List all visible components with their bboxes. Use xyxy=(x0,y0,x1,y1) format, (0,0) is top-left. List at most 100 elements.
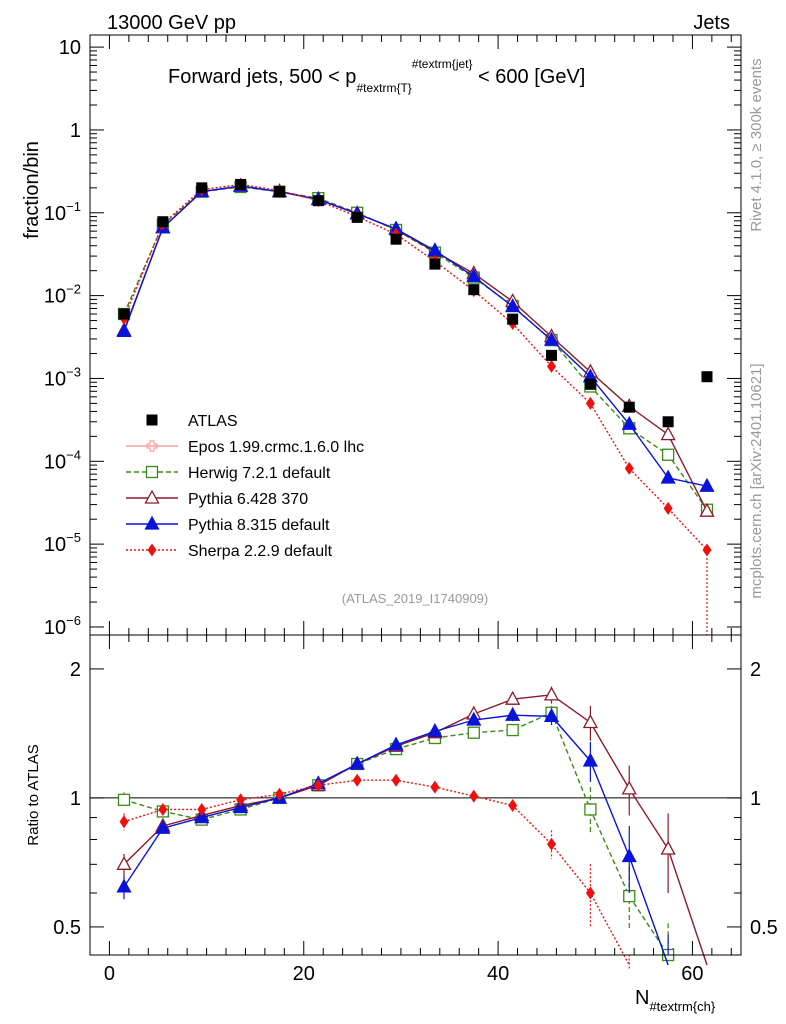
main-y-tick-label: 10−4 xyxy=(44,447,81,473)
main-y-tick-label: 1 xyxy=(70,120,81,142)
main-y-tick-label: 10−3 xyxy=(44,364,81,390)
legend-sherpa-label: Sherpa 2.2.9 default xyxy=(188,543,333,560)
series-herwig-point xyxy=(661,448,675,461)
series-pythia-point xyxy=(543,331,560,346)
main-y-tick-label-base: 10 xyxy=(44,203,66,225)
rivet-version-label: Rivet 4.1.0, ≥ 300k events xyxy=(748,58,765,231)
series-sherpa-line xyxy=(123,183,708,551)
ratio-series-sherpa-point xyxy=(274,787,284,801)
ratio-y-tick-label-right: 2 xyxy=(750,659,761,681)
y-axis-label-ratio: Ratio to ATLAS xyxy=(25,744,42,845)
ratio-series-herwig-point xyxy=(117,793,131,806)
ratio-series-sherpa-line xyxy=(123,779,630,966)
series-sherpa-point xyxy=(585,396,595,410)
series-pythia-point xyxy=(660,426,676,441)
legend-pythia-label: Pythia 8.315 default xyxy=(188,517,330,534)
series-atlas-point xyxy=(662,416,674,428)
x-axis-label: N#textrm{ch} xyxy=(635,987,716,1014)
analysis-watermark: (ATLAS_2019_I1740909) xyxy=(342,591,488,606)
legend-epos-marker xyxy=(146,440,158,452)
legend-herwig-marker xyxy=(145,465,159,479)
ratio-series-sherpa-point xyxy=(158,802,168,816)
ratio-plot-frame xyxy=(89,634,742,956)
series-atlas-point xyxy=(157,216,169,228)
x-axis-label-main: N xyxy=(635,987,649,1009)
series-sherpa-point xyxy=(547,359,557,373)
ratio-series-pythia-point xyxy=(349,755,365,770)
ratio-series-sherpa-point xyxy=(313,778,323,792)
x-tick-label: 40 xyxy=(487,963,509,985)
series-pythia-point xyxy=(116,323,132,338)
ratio-series-herwig-point xyxy=(506,723,519,737)
ratio-ticks: 2 2 1 1 0.5 0.5 0 20 40 60 xyxy=(53,635,778,985)
main-y-tick-label-base: 10 xyxy=(44,534,66,556)
ratio-series-pythia-point xyxy=(233,799,249,814)
series-pythia-point xyxy=(699,502,715,517)
y-axis-label-main: fraction/bin xyxy=(21,141,43,239)
legend-epos-label: Epos 1.99.crmc.1.6.0 lhc xyxy=(188,439,364,456)
main-y-tick-label-exponent: −3 xyxy=(66,364,81,379)
legend: ATLAS Epos 1.99.crmc.1.6.0 lhc Herwig 7.2.… xyxy=(126,413,364,560)
ratio-series-sherpa-point xyxy=(119,815,129,829)
legend-epos-marker-shape xyxy=(146,440,158,452)
series-atlas-point xyxy=(584,378,596,390)
main-y-tick-label-base: 10 xyxy=(44,617,66,639)
ratio-series-pythia-point xyxy=(543,686,560,701)
ratio-series-sherpa-point xyxy=(469,789,479,803)
series-pythia-point xyxy=(699,477,715,492)
ratio-series-pythia-line xyxy=(123,694,708,966)
series-atlas-point xyxy=(235,178,247,190)
ratio-y-tick-label-left: 1 xyxy=(70,788,81,810)
main-y-tick-label-exponent: −4 xyxy=(66,447,81,462)
ratio-series-pythia-point xyxy=(116,855,132,870)
main-y-tick-label-exponent: −2 xyxy=(66,282,81,297)
ratio-series-sherpa-point xyxy=(547,837,557,851)
main-y-tick-label-exponent: −6 xyxy=(66,613,81,628)
legend-sherpa-marker xyxy=(147,543,157,557)
chart-title-main: Forward jets, 500 < p xyxy=(168,66,356,88)
ratio-series-pythia-point xyxy=(505,690,521,705)
legend-atlas-label: ATLAS xyxy=(188,413,238,430)
series-atlas-point xyxy=(546,349,558,361)
ratio-series-pythia-point xyxy=(543,708,560,723)
process-label: Jets xyxy=(693,12,730,34)
ratio-series-pythia-point xyxy=(621,848,637,863)
main-y-tick-label-base: 10 xyxy=(44,451,66,473)
series-pythia-point xyxy=(505,298,521,313)
ratio-series-pythia-point xyxy=(427,723,443,738)
series-atlas-point xyxy=(468,284,480,296)
series-pythia-point xyxy=(466,268,482,283)
ratio-series-pythia-point xyxy=(466,711,482,726)
ratio-y-tick-label-left: 0.5 xyxy=(53,917,81,939)
ratio-series-pythia-point xyxy=(505,706,521,721)
series-sherpa-point xyxy=(663,501,673,515)
main-y-tick-label-exponent: −1 xyxy=(66,199,81,214)
main-y-tick-label-exponent: −5 xyxy=(66,530,81,545)
main-y-tick-label: 10−6 xyxy=(44,613,81,639)
ratio-series-sherpa-point xyxy=(391,773,401,787)
ratio-series-pythia-point xyxy=(155,819,171,834)
main-y-tick-label: 10 xyxy=(59,37,81,59)
series-atlas-point xyxy=(118,308,130,320)
ratio-series-pythia-point xyxy=(621,780,637,795)
collision-label: 13000 GeV pp xyxy=(107,12,236,34)
series-atlas-point xyxy=(507,313,519,325)
main-y-tick-label: 10−2 xyxy=(44,282,81,308)
series-atlas-point xyxy=(429,258,441,270)
ratio-series-sherpa-point xyxy=(430,780,440,794)
series-atlas-point xyxy=(390,233,402,245)
ratio-series-herwig-point xyxy=(584,803,597,816)
series-pythia-point xyxy=(621,415,637,430)
series-atlas-point xyxy=(196,182,208,194)
ratio-series-herwig-point xyxy=(467,726,480,739)
ratio-series-pythia-point xyxy=(116,878,132,893)
ratio-series-sherpa-point xyxy=(197,802,207,816)
ratio-y-tick-label-left: 2 xyxy=(70,659,81,681)
x-tick-label: 20 xyxy=(293,963,315,985)
legend-atlas-marker xyxy=(146,414,158,426)
main-y-tick-label-base: 10 xyxy=(44,286,66,308)
ratio-series-pythia-point xyxy=(660,840,676,855)
series-pythia-point xyxy=(660,469,676,484)
